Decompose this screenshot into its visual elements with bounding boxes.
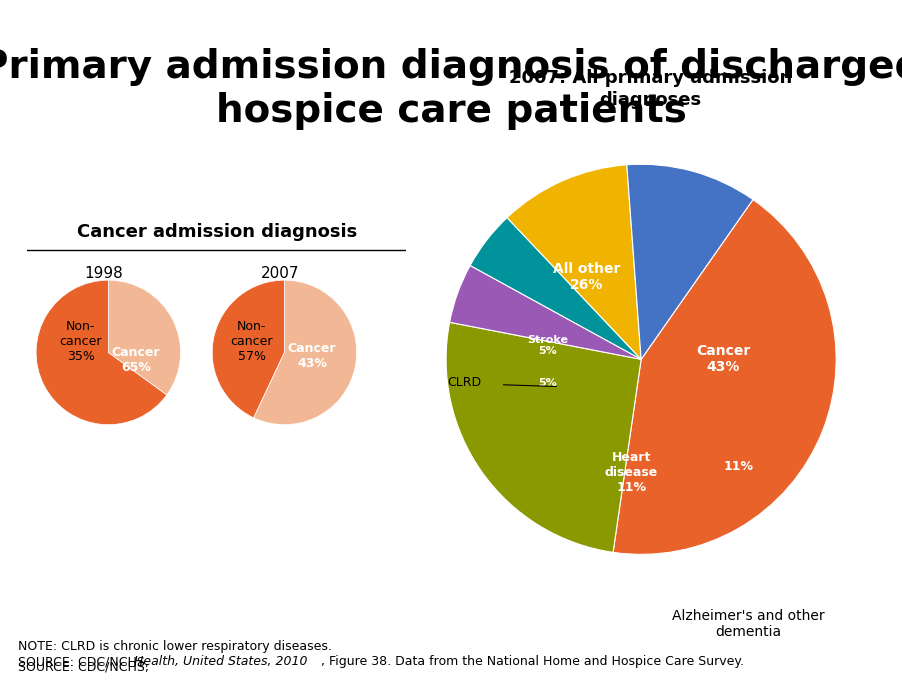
Text: Cancer admission diagnosis: Cancer admission diagnosis (77, 223, 356, 241)
Wedge shape (612, 200, 835, 554)
Text: 2007: 2007 (261, 266, 299, 281)
Wedge shape (449, 265, 640, 359)
Text: Alzheimer's and other
dementia: Alzheimer's and other dementia (671, 609, 824, 639)
Text: Cancer
43%: Cancer 43% (288, 342, 336, 370)
Text: 11%: 11% (723, 460, 753, 473)
Wedge shape (626, 164, 752, 359)
Text: Health, United States, 2010: Health, United States, 2010 (133, 655, 307, 668)
Text: 2007: All primary admission
diagnoses: 2007: All primary admission diagnoses (508, 69, 791, 109)
Text: 5%: 5% (538, 378, 557, 388)
Text: Primary admission diagnosis of discharged
hospice care patients: Primary admission diagnosis of discharge… (0, 48, 902, 131)
Text: SOURCE: CDC/NCHS,: SOURCE: CDC/NCHS, (18, 655, 152, 668)
Text: Non-
cancer
57%: Non- cancer 57% (230, 320, 273, 363)
Wedge shape (253, 280, 356, 425)
Text: SOURCE: CDC/NCHS,: SOURCE: CDC/NCHS, (18, 661, 152, 674)
Text: NOTE: CLRD is chronic lower respiratory diseases.: NOTE: CLRD is chronic lower respiratory … (18, 640, 332, 653)
Wedge shape (446, 322, 640, 552)
Text: 1998: 1998 (85, 266, 123, 281)
Text: Non-
cancer
35%: Non- cancer 35% (60, 320, 102, 363)
Wedge shape (108, 280, 180, 395)
Text: Stroke
5%: Stroke 5% (527, 335, 567, 357)
Text: Heart
disease
11%: Heart disease 11% (604, 451, 658, 494)
Text: CLRD: CLRD (446, 376, 481, 389)
Text: All other
26%: All other 26% (552, 263, 620, 292)
Wedge shape (507, 164, 640, 359)
Text: Cancer
43%: Cancer 43% (695, 344, 750, 375)
Text: , Figure 38. Data from the National Home and Hospice Care Survey.: , Figure 38. Data from the National Home… (320, 655, 742, 668)
Wedge shape (470, 218, 640, 359)
Wedge shape (36, 280, 167, 425)
Wedge shape (212, 280, 284, 418)
Text: Cancer
65%: Cancer 65% (112, 346, 160, 374)
